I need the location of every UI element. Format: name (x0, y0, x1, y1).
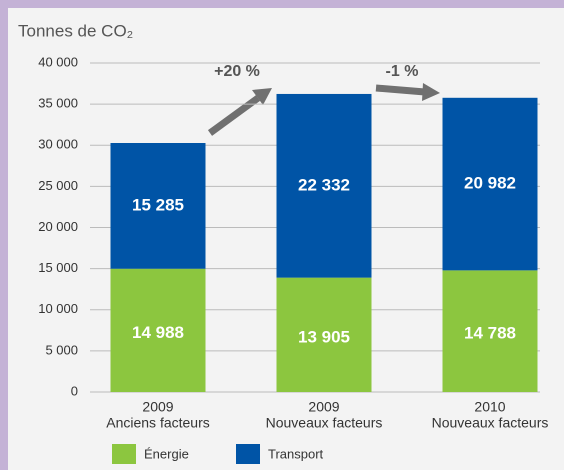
x-tick-label: 2009 (142, 399, 173, 415)
bar-segment (110, 268, 206, 392)
y-tick-label: 35 000 (38, 96, 78, 111)
x-tick-label: 2009 (308, 399, 339, 415)
y-tick-label: 15 000 (38, 260, 78, 275)
x-tick-label: Anciens facteurs (106, 415, 210, 431)
bar-segment (276, 277, 372, 392)
bar-segment (442, 97, 538, 271)
arrow-shaft (375, 84, 426, 96)
y-tick-label: 0 (71, 383, 78, 398)
value-label: 14 988 (132, 323, 184, 342)
value-label: 14 788 (464, 324, 516, 343)
x-tick-label: Nouveaux facteurs (266, 415, 383, 431)
left-border (0, 0, 8, 470)
arrow-head (422, 83, 440, 101)
top-border (0, 0, 564, 8)
arrow-head (252, 88, 272, 105)
legend-label: Énergie (144, 446, 189, 461)
value-label: 22 332 (298, 175, 350, 194)
legend-label: Transport (268, 446, 324, 461)
value-label: 15 285 (132, 195, 184, 214)
bar-segment (110, 143, 206, 269)
annotation: +20 % (214, 63, 260, 80)
x-tick-label: 2010 (474, 399, 505, 415)
bar-segment (276, 93, 372, 278)
legend-swatch (236, 444, 260, 464)
y-tick-label: 20 000 (38, 219, 78, 234)
y-tick-label: 5 000 (45, 342, 78, 357)
bar-segment (442, 270, 538, 392)
value-label: 13 905 (298, 327, 350, 346)
legend-swatch (112, 444, 136, 464)
y-tick-label: 10 000 (38, 301, 78, 316)
value-label: 20 982 (464, 174, 516, 193)
y-tick-label: 25 000 (38, 178, 78, 193)
x-tick-label: Nouveaux facteurs (432, 415, 549, 431)
chart-title: Tonnes de CO₂ (18, 21, 133, 40)
y-tick-label: 30 000 (38, 137, 78, 152)
y-tick-label: 40 000 (38, 54, 78, 69)
annotation: -1 % (386, 63, 419, 80)
